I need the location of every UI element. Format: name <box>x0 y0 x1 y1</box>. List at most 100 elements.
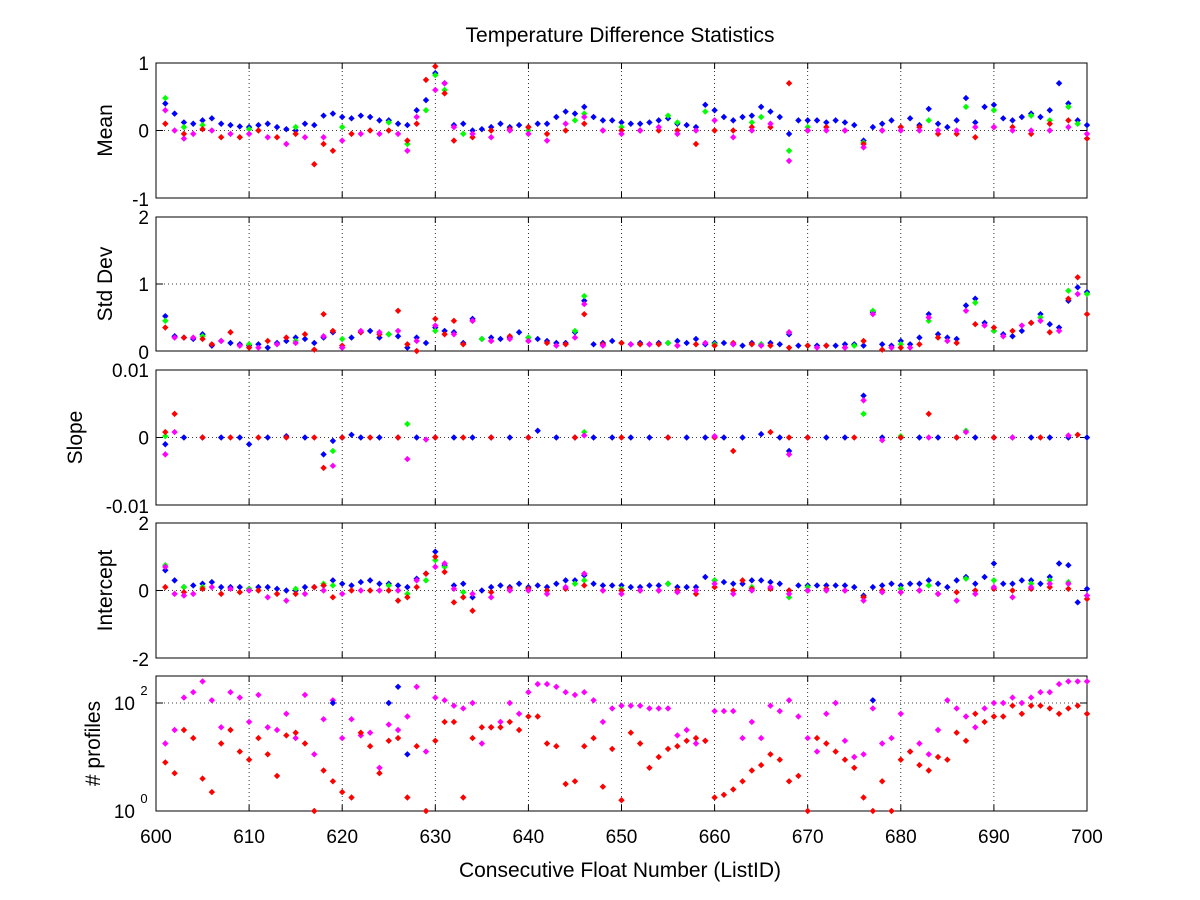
data-point-red <box>804 434 811 441</box>
data-point-blue <box>1074 117 1081 124</box>
data-point-blue <box>1046 434 1053 441</box>
data-point-red <box>906 748 914 755</box>
data-point-red <box>208 341 216 348</box>
data-point-blue <box>1018 113 1026 121</box>
y-tick-label-exponent: 2 <box>140 683 147 698</box>
data-point-green <box>432 556 439 564</box>
data-point-blue <box>394 582 402 589</box>
data-point-red <box>1065 117 1072 124</box>
data-point-red <box>311 434 318 441</box>
data-point-magenta <box>264 594 271 601</box>
data-point-blue <box>841 341 849 348</box>
data-point-blue <box>1009 580 1016 587</box>
data-point-red <box>422 807 430 815</box>
panel-slope: -0.01 0 0.01 Slope <box>64 361 1091 518</box>
data-point-red <box>636 341 644 348</box>
data-point-red <box>1027 130 1035 138</box>
data-point-magenta <box>785 157 793 165</box>
data-point-red <box>878 346 886 353</box>
data-point-blue <box>627 120 635 127</box>
data-point-magenta <box>795 713 802 720</box>
data-point-magenta <box>376 764 383 771</box>
data-point-red <box>292 590 299 598</box>
data-point-blue <box>944 334 951 341</box>
data-point-red <box>655 753 662 761</box>
data-point-blue <box>292 127 299 134</box>
data-point-red <box>581 120 588 127</box>
data-point-blue <box>878 582 886 589</box>
data-point-magenta <box>730 341 737 348</box>
data-point-red <box>432 737 439 744</box>
data-point-magenta <box>823 127 830 134</box>
data-point-magenta <box>655 587 662 594</box>
data-point-blue <box>571 577 579 584</box>
data-point-blue <box>478 125 486 133</box>
data-point-red <box>925 410 932 418</box>
data-point-red <box>1046 120 1053 127</box>
data-point-magenta <box>357 327 365 335</box>
data-point-magenta <box>972 123 979 131</box>
data-point-blue <box>450 582 458 589</box>
data-point-red <box>608 745 616 753</box>
data-point-blue <box>897 582 904 589</box>
data-point-green <box>162 317 169 325</box>
data-point-red <box>618 339 625 347</box>
data-point-red <box>981 718 988 726</box>
data-point-green <box>460 588 467 596</box>
data-point-blue <box>776 113 783 121</box>
data-point-red <box>599 783 607 790</box>
data-point-magenta <box>320 134 327 141</box>
data-point-green <box>1065 287 1072 294</box>
series-group <box>162 678 1091 815</box>
data-point-magenta <box>525 587 532 594</box>
x-tick-label: 660 <box>699 827 731 848</box>
data-point-magenta <box>711 707 718 715</box>
data-point-blue <box>1083 121 1091 129</box>
data-point-magenta <box>1037 317 1044 325</box>
data-point-blue <box>273 585 281 593</box>
data-point-magenta <box>916 587 923 594</box>
data-point-blue <box>553 113 560 121</box>
y-axis-label: Std Dev <box>94 246 117 321</box>
data-point-magenta <box>590 697 597 704</box>
data-point-blue <box>757 103 765 111</box>
data-point-red <box>460 794 467 801</box>
data-point-red <box>432 553 439 560</box>
data-point-blue <box>1074 599 1081 606</box>
data-point-magenta <box>1083 130 1091 138</box>
data-point-magenta <box>469 590 476 598</box>
data-point-magenta <box>245 130 253 138</box>
data-point-red <box>292 729 299 736</box>
data-point-blue <box>562 108 569 115</box>
data-point-green <box>329 582 337 589</box>
data-point-blue <box>823 119 830 126</box>
data-point-red <box>581 582 588 589</box>
data-point-magenta <box>404 147 411 154</box>
data-point-red <box>460 594 467 601</box>
data-point-magenta <box>1055 327 1063 335</box>
data-point-blue <box>283 587 290 594</box>
y-tick-label: 0 <box>138 343 149 364</box>
data-point-magenta <box>422 436 430 443</box>
data-point-blue <box>711 107 718 114</box>
data-point-magenta <box>1027 127 1035 134</box>
data-point-magenta <box>217 337 225 345</box>
data-point-blue <box>1018 327 1026 335</box>
data-point-green <box>581 577 588 584</box>
data-point-magenta <box>525 130 532 138</box>
data-point-red <box>1046 705 1053 712</box>
data-point-red <box>1083 135 1091 142</box>
data-point-magenta <box>171 726 178 734</box>
data-point-red <box>162 583 169 591</box>
data-point-blue <box>702 101 709 109</box>
data-point-red <box>245 344 253 351</box>
data-point-red <box>525 713 532 720</box>
data-point-magenta <box>860 397 867 404</box>
data-point-green <box>422 107 430 114</box>
data-point-red <box>767 342 774 349</box>
data-point-blue <box>348 431 355 438</box>
data-point-blue <box>1065 100 1072 107</box>
data-point-green <box>860 410 867 418</box>
data-point-magenta <box>804 127 811 134</box>
data-point-red <box>571 778 579 785</box>
